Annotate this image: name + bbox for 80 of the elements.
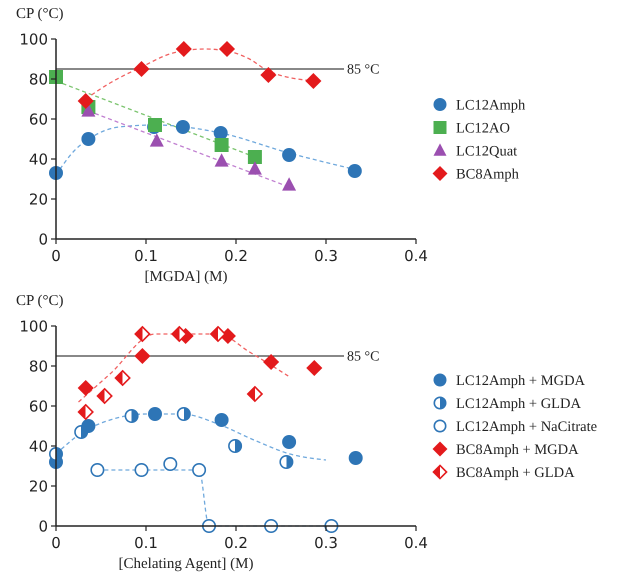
point <box>134 326 150 342</box>
point <box>248 161 262 175</box>
legend-label: BC8Amph + MGDA <box>456 442 580 458</box>
point <box>282 177 296 191</box>
y-tick-label: 80 <box>28 357 48 376</box>
legend-label: LC12Quat <box>456 144 518 160</box>
point <box>114 370 131 386</box>
point <box>214 138 229 152</box>
y-tick-label: 60 <box>28 397 48 416</box>
point <box>163 457 178 471</box>
y-tick-label: 40 <box>28 150 48 168</box>
point <box>176 120 190 134</box>
point <box>90 463 104 477</box>
y-axis-title: CP (°C) <box>16 293 64 309</box>
point <box>263 354 280 370</box>
point <box>148 407 162 421</box>
x-tick-label: 0.1 <box>134 534 158 552</box>
point <box>210 326 226 342</box>
y-tick-label: 100 <box>19 30 48 48</box>
y-tick-label: 20 <box>28 477 48 496</box>
x-tick-label: 0.3 <box>314 247 338 265</box>
point <box>176 40 192 58</box>
ref-line-label: 85 °C <box>347 62 380 78</box>
point <box>348 451 363 465</box>
y-tick-label: 60 <box>28 110 48 128</box>
point <box>348 164 362 178</box>
point <box>49 70 63 84</box>
point <box>96 388 113 404</box>
point <box>192 463 206 477</box>
legend-label: LC12Amph + NaCitrate <box>456 419 598 436</box>
legend-label: LC12AO <box>456 120 510 137</box>
x-tick-label: 0 <box>51 534 61 552</box>
point <box>134 463 148 477</box>
y-tick-label: 0 <box>38 230 48 248</box>
point <box>246 386 263 402</box>
legend-label: BC8Amph <box>456 166 520 183</box>
point <box>214 413 229 427</box>
legend-label: BC8Amph + GLDA <box>456 465 576 482</box>
point <box>150 133 164 147</box>
x-tick-label: 0.4 <box>404 534 428 552</box>
point <box>81 132 96 146</box>
point <box>78 380 94 396</box>
y-axis-title: CP (°C) <box>16 6 64 22</box>
point <box>133 60 150 78</box>
point <box>248 150 262 164</box>
point <box>228 439 242 453</box>
y-tick-label: 20 <box>28 190 48 208</box>
x-axis-title: [MGDA] (M) <box>144 269 228 285</box>
x-tick-label: 0.2 <box>224 534 248 552</box>
point <box>279 455 294 469</box>
x-axis-title: [Chelating Agent] (M) <box>118 556 254 572</box>
point <box>214 126 228 140</box>
point <box>74 425 88 439</box>
point <box>81 103 96 117</box>
legend-label: LC12Amph + GLDA <box>456 396 582 412</box>
point <box>282 435 296 449</box>
point <box>171 326 188 342</box>
x-tick-label: 0.3 <box>314 534 338 552</box>
point <box>306 360 322 376</box>
x-tick-label: 0.2 <box>224 247 248 265</box>
x-tick-label: 0 <box>51 247 61 265</box>
legend-label: LC12Amph <box>456 98 526 114</box>
y-tick-label: 40 <box>28 437 48 456</box>
point <box>124 409 139 423</box>
y-tick-label: 0 <box>38 517 48 536</box>
point <box>134 348 150 364</box>
point <box>260 66 276 84</box>
x-tick-label: 0.4 <box>404 247 428 265</box>
point <box>305 72 322 90</box>
y-tick-label: 100 <box>19 317 48 336</box>
point <box>176 407 191 421</box>
point <box>214 153 229 167</box>
point <box>78 404 94 420</box>
ref-line-label: 85 °C <box>347 350 380 364</box>
legend-label: LC12Amph + MGDA <box>456 373 586 390</box>
point <box>282 148 296 162</box>
point <box>78 92 94 110</box>
x-tick-label: 0.1 <box>134 247 158 265</box>
y-tick-label: 80 <box>28 70 48 88</box>
point <box>218 40 236 58</box>
